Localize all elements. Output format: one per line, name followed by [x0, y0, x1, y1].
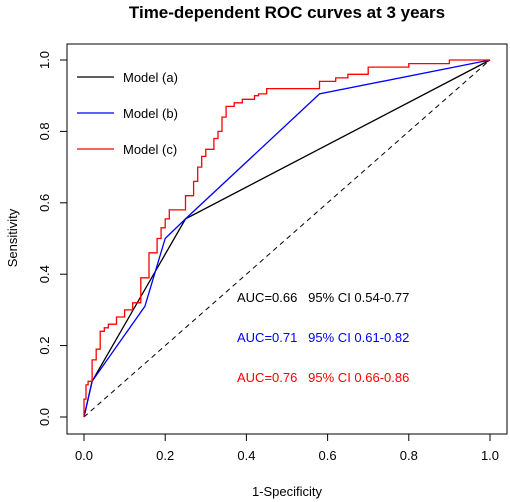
y-tick-label: 0.2: [37, 337, 52, 355]
y-tick-label: 0.0: [37, 408, 52, 426]
auc-annotation-model-c: AUC=0.76 95% CI 0.66-0.86: [237, 370, 409, 385]
y-axis: 0.0 0.2 0.4 0.6 0.8 1.0: [37, 51, 67, 426]
x-tick-label: 0.4: [237, 448, 255, 463]
series-line-model-c: [83, 59, 490, 417]
legend-label-model-a: Model (a): [123, 70, 178, 85]
legend-label-model-b: Model (b): [123, 106, 178, 121]
legend-label-model-c: Model (c): [123, 142, 177, 157]
x-axis: 0.0 0.2 0.4 0.6 0.8 1.0: [75, 434, 499, 463]
series-lines: [83, 59, 491, 418]
legend: Model (a) Model (b) Model (c): [77, 70, 178, 157]
y-tick-label: 0.4: [37, 265, 52, 283]
chart-title: Time-dependent ROC curves at 3 years: [129, 3, 445, 22]
x-tick-label: 0.2: [156, 448, 174, 463]
auc-annotation-model-a: AUC=0.66 95% CI 0.54-0.77: [237, 290, 409, 305]
x-axis-label: 1-Specificity: [252, 484, 323, 499]
reference-diagonal: [83, 59, 491, 418]
plot-frame: [66, 43, 508, 435]
y-tick-label: 0.6: [37, 194, 52, 212]
y-axis-label: Sensitivity: [5, 208, 20, 267]
x-tick-label: 0.8: [400, 448, 418, 463]
auc-annotation-model-b: AUC=0.71 95% CI 0.61-0.82: [237, 330, 409, 345]
auc-annotations: AUC=0.66 95% CI 0.54-0.77 AUC=0.71 95% C…: [237, 290, 409, 385]
x-tick-label: 0.6: [319, 448, 337, 463]
y-tick-label: 0.8: [37, 122, 52, 140]
x-tick-label: 1.0: [481, 448, 499, 463]
x-tick-label: 0.0: [75, 448, 93, 463]
y-tick-label: 1.0: [37, 51, 52, 69]
